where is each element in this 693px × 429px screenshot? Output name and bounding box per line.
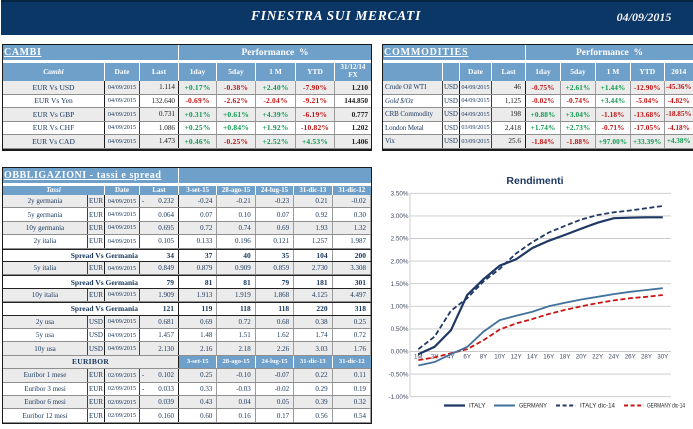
svg-text:6Y: 6Y <box>463 354 471 361</box>
svg-text:14Y: 14Y <box>527 354 538 361</box>
svg-text:30Y: 30Y <box>657 354 668 361</box>
svg-text:10Y: 10Y <box>494 354 505 361</box>
svg-text:-1.00%: -1.00% <box>389 394 409 401</box>
svg-text:3.00%: 3.00% <box>391 213 409 220</box>
svg-text:24Y: 24Y <box>608 354 619 361</box>
svg-text:22Y: 22Y <box>592 354 603 361</box>
svg-text:12Y: 12Y <box>511 354 522 361</box>
svg-text:ITALY: ITALY <box>469 403 486 410</box>
svg-text:0.00%: 0.00% <box>391 349 409 356</box>
svg-text:2.50%: 2.50% <box>391 236 409 243</box>
svg-text:Rendimenti: Rendimenti <box>506 175 563 187</box>
svg-text:GERMANY: GERMANY <box>519 403 547 410</box>
svg-text:ITALY dic-14: ITALY dic-14 <box>580 403 616 410</box>
svg-text:0.50%: 0.50% <box>391 326 409 333</box>
svg-text:28Y: 28Y <box>641 354 652 361</box>
svg-text:-0.50%: -0.50% <box>389 371 409 378</box>
svg-text:2.00%: 2.00% <box>391 258 409 265</box>
svg-text:16Y: 16Y <box>543 354 554 361</box>
svg-text:26Y: 26Y <box>625 354 636 361</box>
svg-text:1.50%: 1.50% <box>391 281 409 288</box>
svg-text:3.50%: 3.50% <box>391 191 409 198</box>
svg-text:18Y: 18Y <box>559 354 570 361</box>
svg-text:20Y: 20Y <box>576 354 587 361</box>
svg-text:4Y: 4Y <box>447 354 455 361</box>
svg-text:1.00%: 1.00% <box>391 304 409 311</box>
svg-text:1M: 1M <box>414 354 423 361</box>
svg-text:8Y: 8Y <box>480 354 488 361</box>
svg-text:GERMANY dic-14: GERMANY dic-14 <box>647 403 685 410</box>
